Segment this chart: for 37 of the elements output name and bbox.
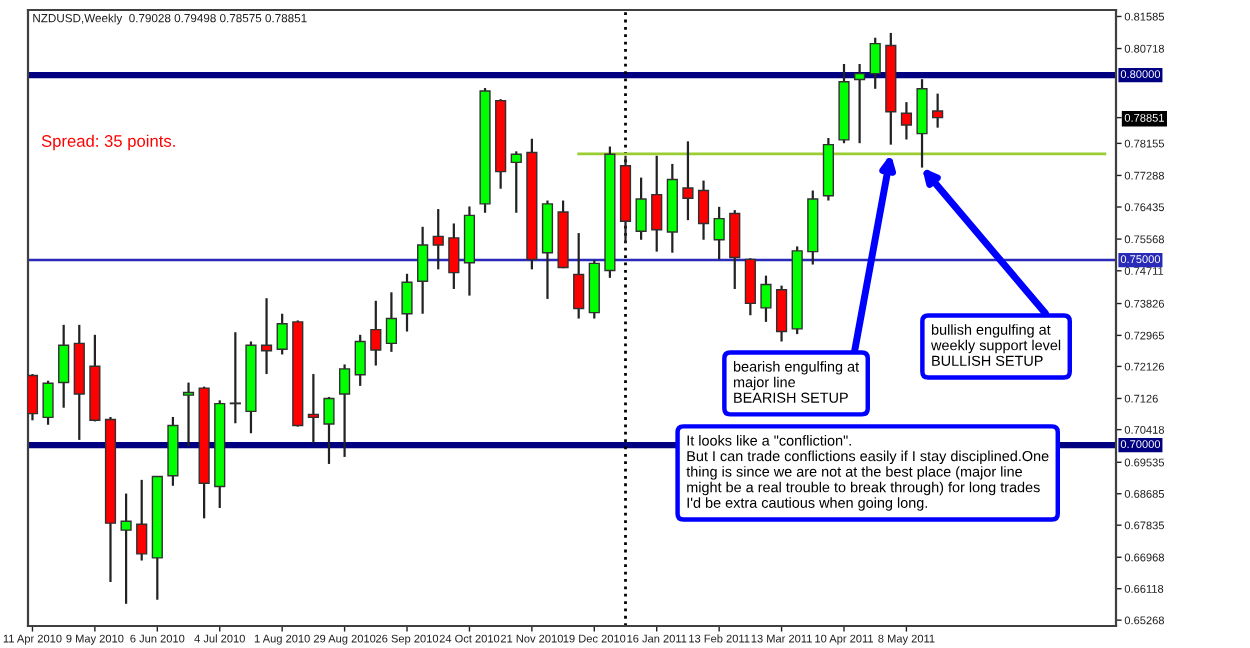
candlestick <box>401 272 413 333</box>
candlestick <box>432 207 444 271</box>
candlestick <box>651 154 663 253</box>
candlestick <box>42 379 54 426</box>
candlestick <box>729 209 741 291</box>
candlestick <box>932 92 944 129</box>
candlestick <box>385 291 398 353</box>
candlestick <box>370 299 382 367</box>
candlestick <box>463 205 476 297</box>
candlestick <box>28 372 39 422</box>
candlestick <box>448 222 460 291</box>
candlestick <box>120 492 132 605</box>
candlestick <box>307 372 319 445</box>
candlestick <box>58 323 70 409</box>
candlestick <box>229 331 241 425</box>
candlestick <box>869 36 881 90</box>
candlestick <box>900 101 913 141</box>
candlestick <box>916 78 928 169</box>
candlestick <box>682 140 694 222</box>
candlestick <box>697 179 710 241</box>
candlestick <box>775 284 788 343</box>
candlestick <box>573 231 585 320</box>
candlestick <box>854 62 866 145</box>
candlestick <box>354 333 366 387</box>
candlestick <box>744 257 756 317</box>
candlestick <box>260 297 273 376</box>
candlestick <box>136 478 148 562</box>
candlestick <box>760 274 772 323</box>
candlestick <box>338 363 351 459</box>
candlestick <box>713 205 725 261</box>
candlestick <box>510 150 522 214</box>
candlestick <box>182 381 195 448</box>
candlestick <box>417 225 429 315</box>
candlestick <box>323 395 335 466</box>
annotation: Spread: 35 points. <box>41 134 175 151</box>
candlestick <box>635 176 647 241</box>
candlestick <box>276 312 288 356</box>
